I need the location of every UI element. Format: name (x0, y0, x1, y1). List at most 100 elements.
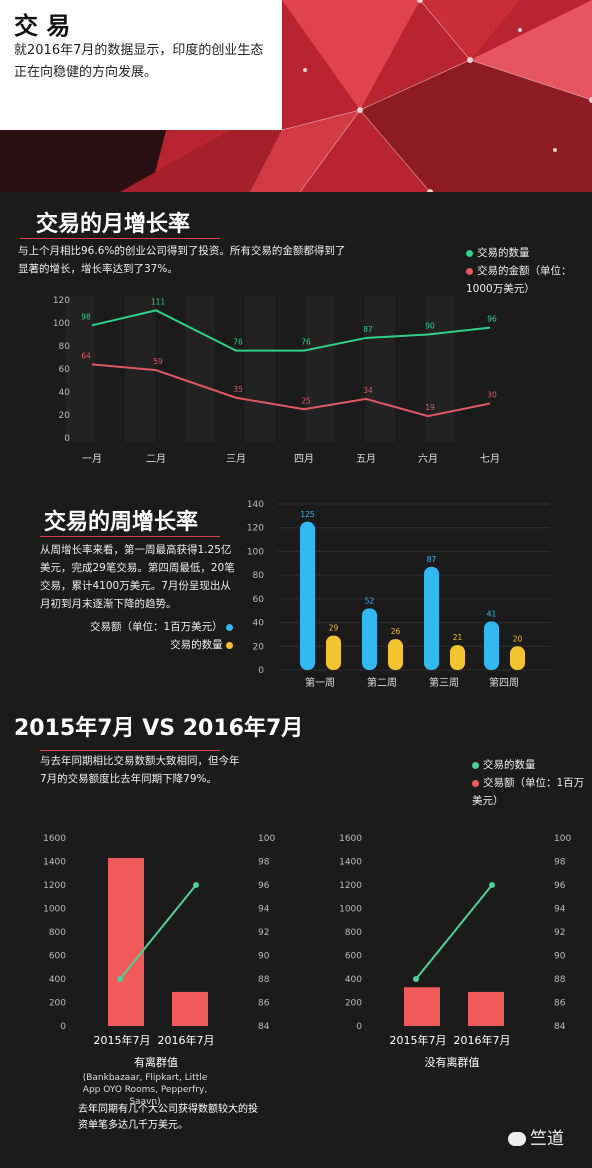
data-label: 87 (427, 555, 437, 564)
x-tick-label: 第三周 (429, 676, 459, 689)
y2-tick-label: 98 (258, 858, 270, 868)
legend-item: 交易额（单位：1百万美元） (72, 618, 237, 636)
data-label: 87 (363, 325, 373, 334)
data-label: 125 (300, 510, 315, 519)
data-label: 64 (81, 351, 91, 360)
bar (300, 521, 315, 670)
y-tick-label: 100 (247, 547, 264, 557)
yoy-chart-with-outliers: 0 200 400 600 800 1000 1200 1400 1600 84 86 88 90 92 9… (43, 834, 275, 1069)
data-label: 111 (151, 297, 166, 306)
legend-item: 交易的数量 (466, 244, 586, 262)
brand-name: 竺道 (530, 1129, 564, 1149)
hero-banner: 交 易 就2016年7月的数据显示，印度的创业生态正在向稳健的方向发展。 (0, 0, 592, 192)
monthly-line-chart: 0 20 40 60 80 100 120 一月 二月 三月 四月 五月 六月 七月 98 111 76 76 87… (53, 296, 500, 465)
data-label: 52 (365, 596, 375, 605)
bar (108, 857, 144, 1026)
weekly-bar-chart: 0 20 40 60 80 100 120 140 125 29 第一周 52 26 第二周 87 21 第三周… (247, 500, 550, 689)
y-tick-label: 20 (59, 411, 71, 421)
y2-tick-label: 92 (258, 928, 269, 938)
series-line (91, 363, 491, 418)
y-tick-label: 40 (253, 619, 265, 629)
data-point (489, 882, 495, 888)
outlier-note: 去年同期有几个大公司获得数额较大的投资单笔多达几千万美元。 (78, 1104, 258, 1131)
y2-tick-label: 94 (258, 905, 270, 915)
y-tick-label: 400 (345, 975, 362, 985)
data-label: 98 (81, 312, 91, 321)
legend-item: 交易的金额（单位：1000万美元） (466, 265, 572, 295)
x-tick-label: 2015年7月 (94, 1033, 151, 1047)
y2-tick-label: 96 (554, 881, 566, 891)
x-tick-label: 2016年7月 (454, 1033, 511, 1047)
bar (484, 621, 499, 670)
y-tick-label: 120 (247, 524, 264, 534)
bar (468, 991, 504, 1026)
data-label: 29 (329, 624, 339, 633)
chart-caption: 没有离群值 (425, 1055, 480, 1069)
y2-tick-label: 84 (554, 1022, 566, 1032)
data-label: 41 (487, 609, 497, 618)
y-tick-label: 120 (53, 296, 70, 306)
hero-description: 就2016年7月的数据显示，印度的创业生态正在向稳健的方向发展。 (14, 43, 264, 80)
section3-title: 2015年7月 VS 2016年7月 (14, 716, 304, 741)
bar (424, 566, 439, 670)
data-label: 90 (425, 322, 435, 331)
y-tick-label: 0 (356, 1022, 362, 1032)
x-tick-label: 2015年7月 (390, 1033, 447, 1047)
y-tick-label: 200 (345, 999, 362, 1009)
x-tick-label: 第四周 (489, 676, 519, 689)
yoy-chart-without-outliers: 0 200 400 600 800 1000 1200 1400 1600 84 86 88 90 92 9… (339, 834, 571, 1069)
x-tick-label: 七月 (480, 453, 500, 465)
y-tick-label: 0 (258, 666, 264, 676)
data-label: 76 (301, 338, 311, 347)
data-label: 59 (153, 357, 163, 366)
y-tick-label: 600 (49, 952, 66, 962)
bar (326, 635, 341, 670)
data-label: 76 (233, 338, 243, 347)
data-label: 34 (363, 386, 373, 395)
y2-tick-label: 96 (258, 881, 270, 891)
x-tick-label: 五月 (356, 453, 376, 465)
data-label: 30 (487, 391, 497, 400)
section3-underline (40, 750, 220, 751)
y2-tick-label: 88 (258, 975, 270, 985)
series-line (415, 884, 493, 980)
y2-tick-label: 92 (554, 928, 565, 938)
section1-title: 交易的月增长率 (36, 212, 191, 237)
y2-tick-label: 100 (554, 834, 571, 844)
y-tick-label: 0 (60, 1022, 66, 1032)
series-line (91, 309, 491, 352)
y-tick-label: 200 (49, 999, 66, 1009)
y-tick-label: 0 (64, 434, 70, 444)
chart-caption: 有离群值 (134, 1055, 178, 1069)
x-tick-label: 第二周 (367, 676, 397, 689)
grid-band (65, 296, 95, 442)
data-label: 21 (453, 633, 463, 642)
y-tick-label: 100 (53, 319, 70, 329)
outlier-company-list: (Bankbazaar, Flipkart, Little App OYO Ro… (82, 1073, 208, 1107)
section2-underline (40, 536, 220, 537)
y2-tick-label: 88 (554, 975, 566, 985)
y-tick-label: 600 (345, 952, 362, 962)
y-tick-label: 140 (247, 500, 264, 510)
data-label: 25 (301, 396, 311, 405)
grid-band (305, 296, 335, 442)
x-tick-label: 六月 (418, 453, 438, 465)
x-tick-label: 2016年7月 (158, 1033, 215, 1047)
y2-tick-label: 94 (554, 905, 566, 915)
grid-band (365, 296, 395, 442)
y-tick-label: 1400 (43, 858, 66, 868)
section1-underline (20, 238, 220, 239)
brand-logo: 竺道 (508, 1124, 564, 1149)
y-tick-label: 40 (59, 388, 71, 398)
bar (450, 645, 465, 670)
legend-item: 交易的数量 (472, 756, 587, 774)
y-tick-label: 1400 (339, 858, 362, 868)
section3-legend: 交易的数量 交易额（单位：1百万美元） (472, 756, 587, 810)
y2-tick-label: 98 (554, 858, 566, 868)
y2-tick-label: 86 (554, 999, 566, 1009)
x-tick-label: 三月 (226, 453, 246, 465)
x-tick-label: 一月 (82, 453, 102, 465)
section1-legend: 交易的数量 交易的金额（单位：1000万美元） (466, 244, 586, 298)
legend-item: 交易额（单位：1百万美元） (472, 777, 585, 807)
page-title: 交 易 (14, 12, 71, 40)
